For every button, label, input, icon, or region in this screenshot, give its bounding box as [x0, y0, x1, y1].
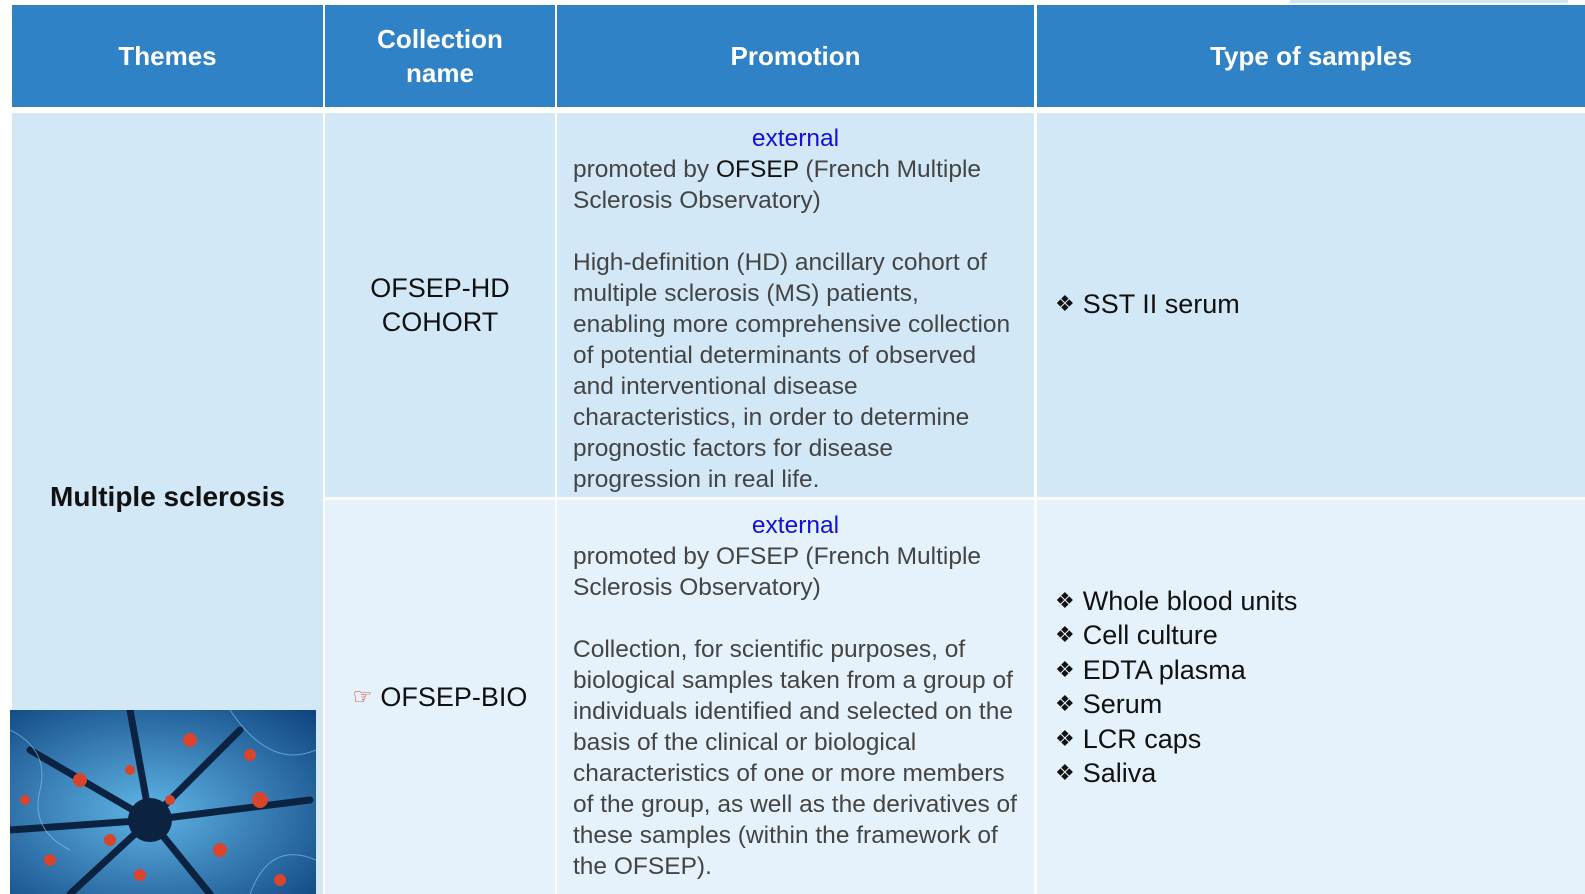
neuron-image — [10, 710, 316, 894]
promotion-cell: external promoted by OFSEP (French Multi… — [557, 113, 1034, 497]
theme-text: Multiple sclerosis — [50, 481, 285, 512]
sample-item: Whole blood units — [1055, 585, 1585, 620]
header-cell: Themes — [12, 5, 323, 107]
promotion-cell: external promoted by OFSEP (French Multi… — [557, 500, 1034, 894]
collection-name: OFSEP-HD COHORT — [370, 273, 510, 337]
sample-item: Serum — [1055, 688, 1585, 723]
promoter: OFSEP — [716, 543, 799, 570]
sample-item: SST II serum — [1055, 288, 1585, 323]
promotion-description: High-definition (HD) ancillary cohort of… — [573, 249, 1011, 493]
promoter-prefix: promoted by — [573, 156, 710, 183]
samples-cell: Whole blood unitsCell cultureEDTA plasma… — [1037, 500, 1585, 894]
pointer-icon: ☞ — [352, 684, 373, 709]
header-text: Type of samples — [1210, 41, 1412, 71]
promoter-suffix: (French Multiple Sclerosis Observatory) — [573, 543, 982, 601]
sample-item: Cell culture — [1055, 619, 1585, 654]
promotion-tag: external — [751, 125, 840, 152]
promotion-tag: external — [751, 512, 840, 539]
header-cell: Type of samples — [1037, 5, 1585, 107]
header-text: Themes — [118, 41, 217, 71]
sample-item: LCR caps — [1055, 723, 1585, 758]
sample-item: Saliva — [1055, 757, 1585, 792]
header-cell: Promotion — [557, 5, 1034, 107]
header-cell: Collection name — [325, 5, 555, 107]
theme-cell: Multiple sclerosis — [10, 113, 323, 894]
promoter: OFSEP — [716, 156, 799, 183]
promoter-line: promoted by OFSEP (French Multiple Scler… — [573, 541, 1018, 603]
collection-cell: ☞ OFSEP-BIO — [325, 500, 555, 894]
top-bar — [1290, 0, 1568, 3]
sample-item: EDTA plasma — [1055, 654, 1585, 689]
collection-cell: OFSEP-HD COHORT — [325, 113, 555, 497]
promoter-suffix: (French Multiple Sclerosis Observatory) — [573, 156, 982, 214]
header-text: Collection name — [377, 24, 503, 88]
promoter-line: promoted by OFSEP (French Multiple Scler… — [573, 154, 1018, 216]
promoter-prefix: promoted by — [573, 543, 710, 570]
collection-name: OFSEP-BIO — [380, 682, 528, 712]
samples-cell: SST II serum — [1037, 113, 1585, 497]
promotion-description: Collection, for scientific purposes, of … — [573, 636, 1017, 880]
header-text: Promotion — [730, 41, 861, 71]
